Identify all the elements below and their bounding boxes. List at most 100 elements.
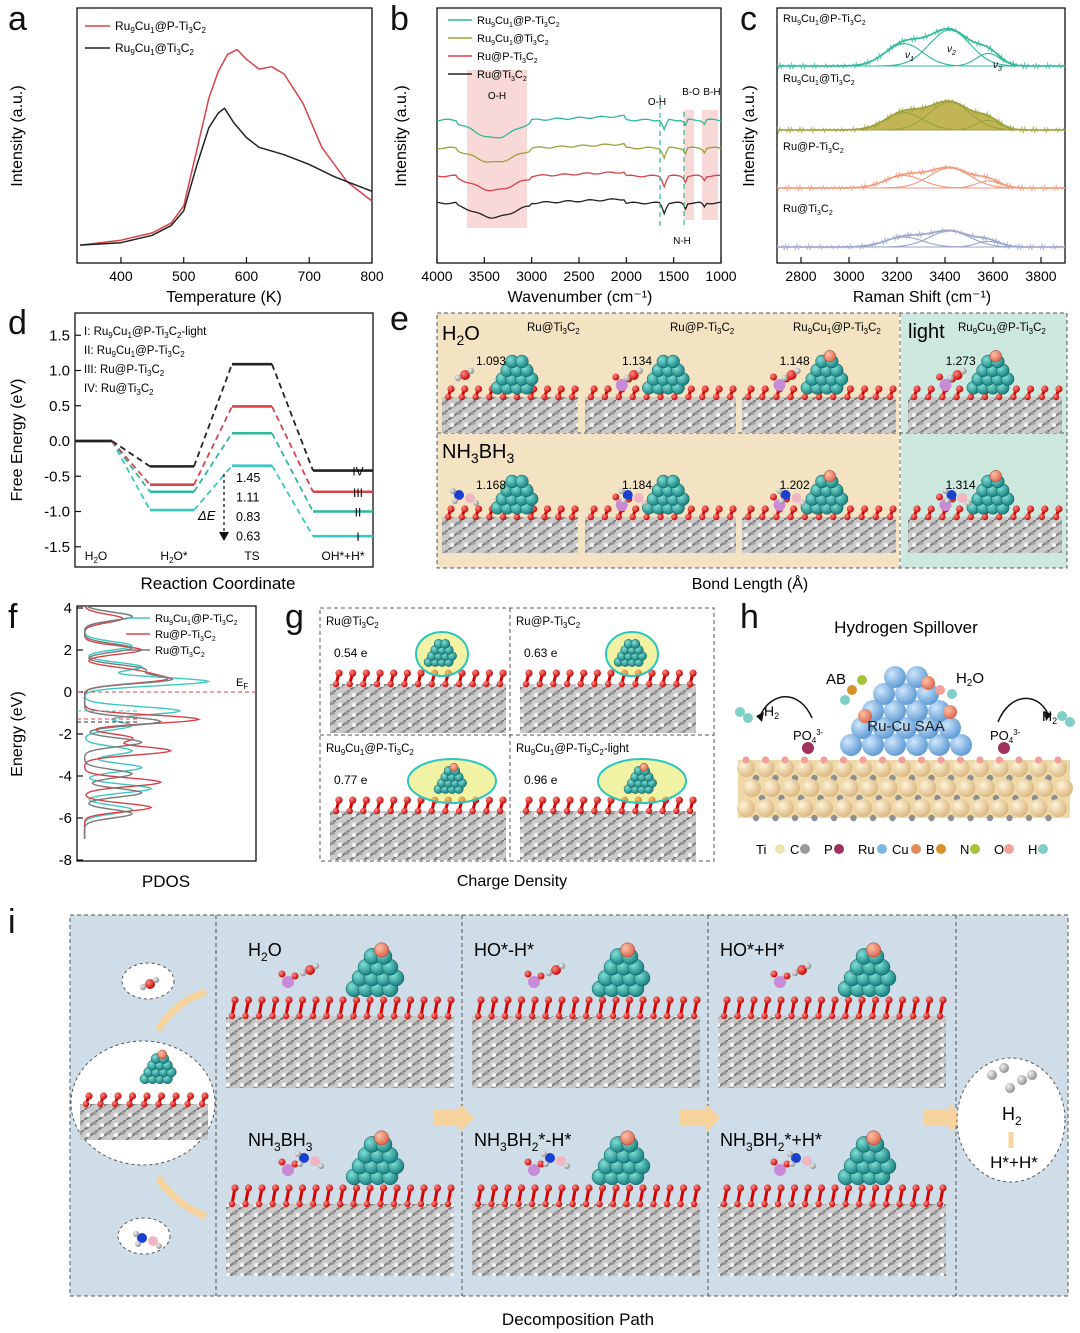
panel-i-h-atom [804,962,812,970]
chart-d-connector [193,406,233,486]
chart-d-legend-entry: I: Ru9Cu1@P-Ti3C2-light [84,326,207,340]
panel-g-o-atom [522,680,530,688]
chart-b-legend-label: Ru@Ti3C2 [477,69,527,83]
panel-i-o-atom [831,996,839,1004]
panel-h-ti-atom [801,779,820,797]
panel-i-o-atom [663,1200,671,1208]
panel-i-o-atom [336,1012,344,1020]
panel-e-o-atom [872,513,879,521]
panel-i-o-atom [271,1184,280,1192]
panel-i-o-atom [350,1200,357,1208]
panel-e-o-atom [1027,505,1035,513]
panel-i-o-atom [690,1200,698,1208]
panel-i-o-atom [828,1012,836,1020]
panel-e-o-atom [815,513,823,521]
panel-g-o-atom [499,796,507,804]
panel-letter-g: g [285,598,304,636]
panel-i-step-arrow [924,1104,964,1132]
panel-i-catalyst-o-atom [97,1100,104,1108]
panel-i-o-atom [404,1200,411,1208]
chart-b-annot-oh1: O-H [488,91,506,102]
panel-h-cu-atom [858,709,872,723]
chart-f-legend-label: Ru@Ti3C2 [155,645,205,659]
panel-e-o-atom [557,505,565,513]
panel-i-o-atom [431,1200,438,1208]
chart-a-xlabel: Temperature (K) [166,289,282,306]
panel-h-ti-atom [854,759,872,777]
panel-g-o-atom [390,796,398,804]
panel-e-o-atom [590,385,598,393]
panel-g-o-atom [539,796,547,804]
panel-g-charge-value: 0.77 e [334,773,368,787]
panel-h-ti-atom [821,779,839,797]
panel-i-o-atom [278,970,286,978]
panel-g-o-atom [645,807,653,815]
panel-e-o-atom [499,513,507,521]
panel-letter-f: f [8,598,18,636]
chart-d-connector [271,465,314,537]
panel-h-o-atom [800,756,809,764]
chart-a-legend-label: Ru9Cu1@Ti3C2 [115,41,194,57]
panel-i-o-atom [666,1184,674,1192]
panel-g-o-atom [563,807,571,815]
panel-i-o-atom [625,1184,634,1192]
panel-i-o-atom [804,996,812,1004]
panel-g-o-atom [360,680,367,688]
panel-i-substrate [472,1204,700,1276]
panel-i-o-atom [761,1200,768,1208]
panel-g-o-atom [591,680,598,688]
panel-e-row1-label: H2O [442,323,480,348]
chart-d-barrier-value: 0.83 [236,510,260,524]
panel-i-cu-atom [620,1130,636,1146]
panel-i-o-atom [242,1012,249,1020]
chart-a-legend-label: Ru9Cu1@P-Ti3C2 [115,19,206,35]
panel-i-catalyst-o-atom [114,1092,122,1100]
panel-g-o-atom [401,680,408,688]
panel-i-o-atom [582,1012,590,1020]
panel-e-b-atom [633,493,644,503]
panel-h-adsorbate-atom [935,685,945,695]
panel-i-o-atom [404,1012,411,1020]
panel-i-o-atom [325,1184,334,1192]
panel-i-step-label: NH3BH3 [248,1130,313,1154]
panel-h-ti-atom [893,799,911,817]
panel-g-o-atom [332,807,340,815]
panel-i-o-atom [309,1200,317,1208]
panel-i-ab-b-atom [148,1236,158,1246]
panel-letter-c: c [740,0,757,38]
panel-g-o-atom [659,807,666,815]
panel-e-o-atom [1052,513,1060,521]
panel-e-o-atom [643,513,650,521]
panel-e-o-atom [628,370,639,380]
panel-e-n-atom [946,490,957,500]
chart-d-series-tag: IV [352,465,363,479]
panel-g-o-atom [675,669,683,677]
panel-i-o-atom [783,972,791,980]
panel-g-o-atom [403,669,411,677]
panel-i-o-atom [815,1012,822,1020]
panel-g-o-atom [525,796,533,804]
panel-h-ru-atom [840,734,862,756]
panel-e-o-atom [444,513,452,521]
panel-h-c-atom [947,814,955,822]
panel-e-o-atom [458,513,465,521]
chart-d-series-tag: III [353,486,363,500]
panel-i-o-atom [477,996,485,1004]
panel-i-o-atom [844,1184,853,1192]
panel-h-po-left: PO43- [793,728,824,745]
panel-g-o-atom [536,807,543,815]
chart-d-connector [193,363,233,467]
panel-i-h-atom [789,1161,795,1167]
panel-h-ti-atom [951,759,970,777]
panel-i-o-atom [515,1200,522,1208]
panel-e-o-atom [685,513,692,521]
panel-e-o-atom [486,513,493,521]
chart-d-series-tag: II [355,506,362,520]
panel-h-legend-swatch [970,844,980,854]
panel-g-o-atom [662,669,670,677]
chart-b-xtick-label: 4000 [421,268,452,284]
panel-e-o-atom [712,513,720,521]
panel-i-o-atom [817,996,826,1004]
panel-i-o-atom [885,1184,893,1192]
panel-i-o-atom [244,996,253,1004]
